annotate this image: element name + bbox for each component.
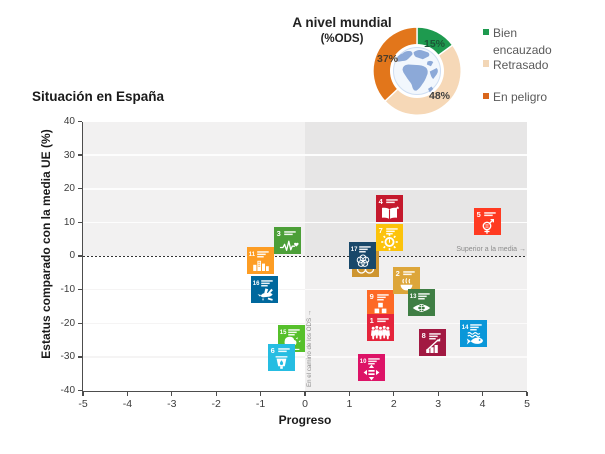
svg-text:4: 4 [378,197,383,206]
svg-text:16: 16 [252,281,259,287]
svg-text:10: 10 [360,359,367,365]
svg-text:14: 14 [461,325,468,331]
svg-text:13: 13 [409,294,416,300]
svg-text:15: 15 [280,330,287,336]
svg-text:17: 17 [350,247,357,253]
svg-text:1: 1 [369,316,373,325]
svg-text:9: 9 [369,292,373,301]
svg-text:2: 2 [396,269,400,278]
svg-text:5: 5 [477,210,481,219]
svg-text:6: 6 [271,346,275,355]
svg-text:11: 11 [249,252,256,258]
svg-text:8: 8 [422,331,426,340]
svg-text:7: 7 [378,226,382,235]
svg-text:3: 3 [276,229,280,238]
